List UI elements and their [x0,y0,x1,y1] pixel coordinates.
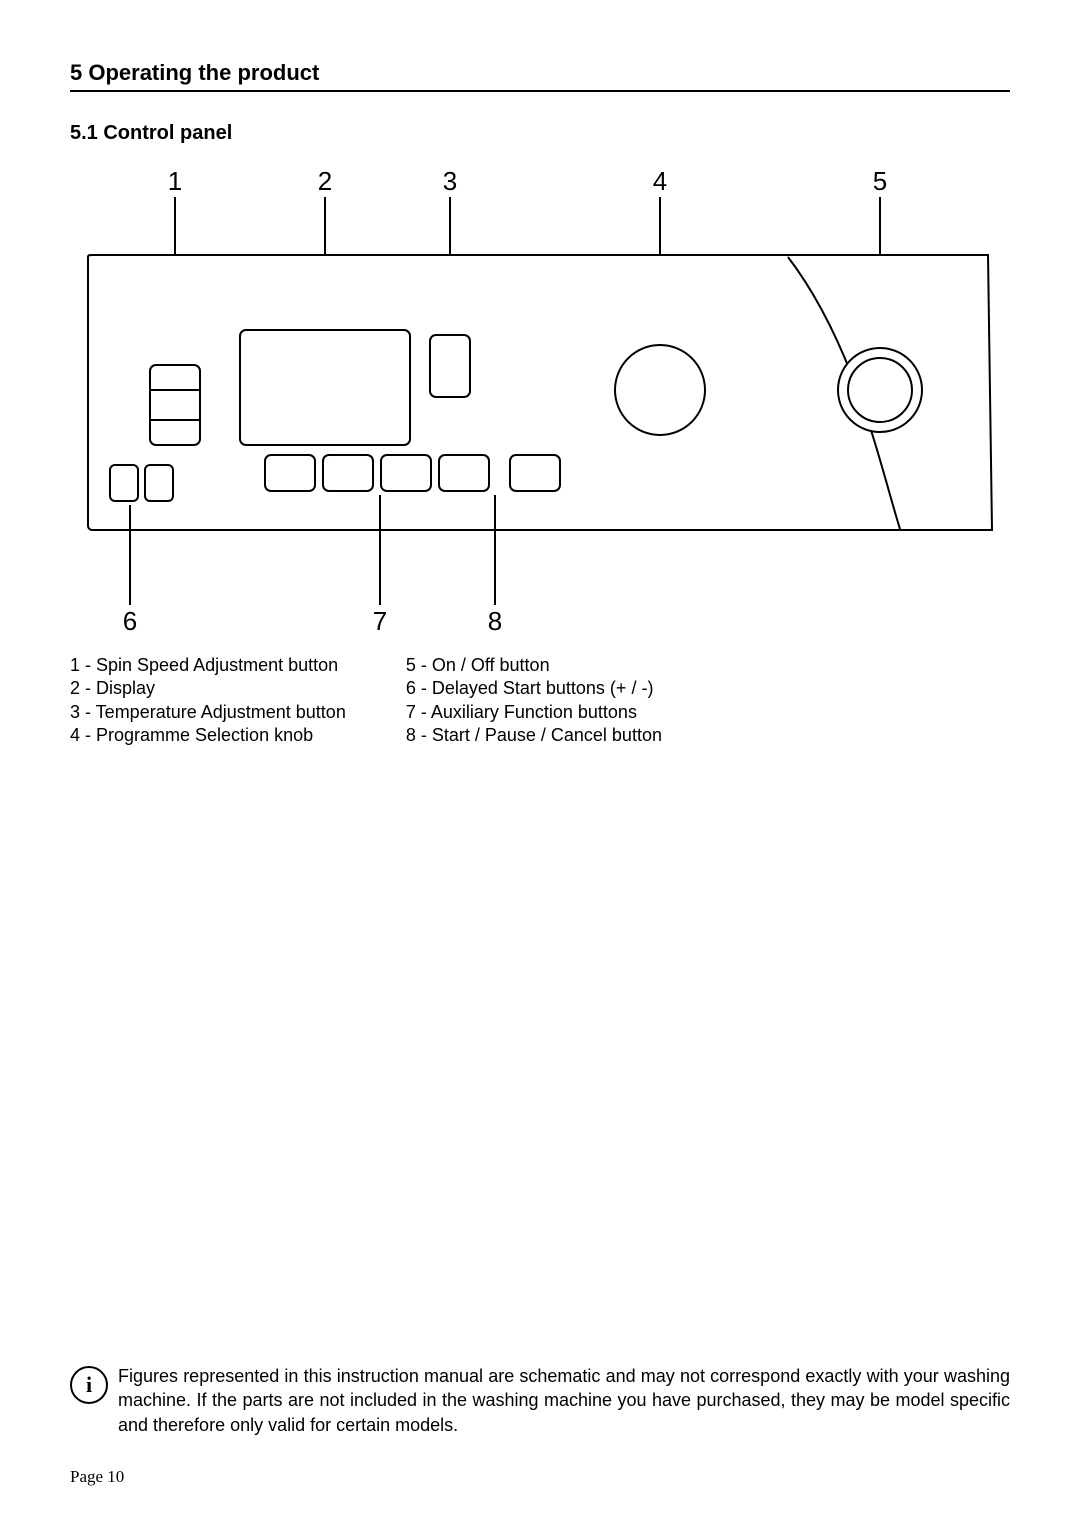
legend-item: 7 - Auxiliary Function buttons [406,701,662,724]
control-panel-diagram: 1 2 3 4 5 [70,165,1010,640]
temperature-button [430,335,470,397]
callout-label-6: 6 [123,606,137,635]
callout-label-2: 2 [318,166,332,196]
legend-item: 3 - Temperature Adjustment button [70,701,346,724]
callout-label-5: 5 [873,166,887,196]
start-pause-cancel-button [510,455,560,491]
info-text: Figures represented in this instruction … [118,1364,1010,1437]
on-off-button-inner [848,358,912,422]
section-divider [70,90,1010,92]
legend-item: 1 - Spin Speed Adjustment button [70,654,346,677]
spin-speed-button [150,365,200,445]
callout-label-1: 1 [168,166,182,196]
legend-item: 8 - Start / Pause / Cancel button [406,724,662,747]
legend: 1 - Spin Speed Adjustment button 2 - Dis… [70,654,1010,748]
info-icon: i [70,1366,108,1404]
callout-label-4: 4 [653,166,667,196]
info-note: i Figures represented in this instructio… [70,1364,1010,1437]
callout-label-8: 8 [488,606,502,635]
page-number: Page 10 [70,1467,124,1487]
aux-button [323,455,373,491]
aux-button [439,455,489,491]
legend-item: 5 - On / Off button [406,654,662,677]
aux-button [381,455,431,491]
legend-item: 6 - Delayed Start buttons (+ / -) [406,677,662,700]
aux-button [265,455,315,491]
legend-right: 5 - On / Off button 6 - Delayed Start bu… [406,654,662,748]
legend-item: 2 - Display [70,677,346,700]
programme-knob [615,345,705,435]
display [240,330,410,445]
subsection-title: 5.1 Control panel [70,122,1010,145]
callout-label-3: 3 [443,166,457,196]
delayed-start-button [145,465,173,501]
section-title: 5 Operating the product [70,60,1010,86]
delayed-start-button [110,465,138,501]
callout-label-7: 7 [373,606,387,635]
legend-left: 1 - Spin Speed Adjustment button 2 - Dis… [70,654,346,748]
legend-item: 4 - Programme Selection knob [70,724,346,747]
